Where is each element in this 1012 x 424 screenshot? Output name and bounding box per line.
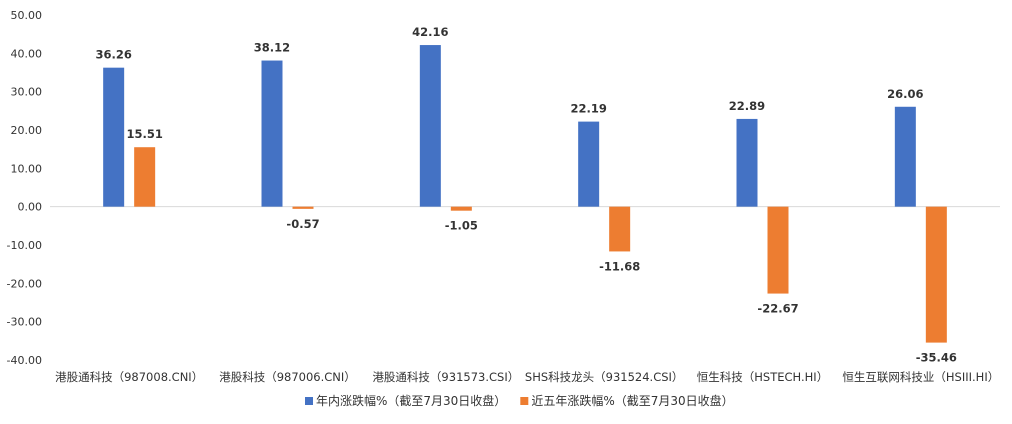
legend-swatch-s2 (520, 397, 529, 405)
bar-s2-c3 (450, 206, 472, 211)
y-tick-label: 50.00 (11, 9, 43, 22)
data-label-s1-c4: 22.19 (570, 102, 606, 116)
data-label-s2-c2: -0.57 (286, 217, 319, 231)
bar-s2-c4 (609, 206, 631, 252)
category-label: 恒生互联网科技业（HSIII.HI） (842, 370, 999, 384)
data-label-s1-c5: 22.89 (729, 99, 765, 113)
bar-s1-c2 (261, 60, 283, 207)
data-label-s2-c1: 15.51 (126, 127, 162, 141)
data-label-s2-c5: -22.67 (757, 302, 798, 316)
data-label-s2-c4: -11.68 (599, 259, 640, 273)
y-tick-label: -10.00 (7, 239, 42, 252)
category-label: 港股通科技（987008.CNI） (55, 370, 203, 384)
category-label: SHS科技龙头（931524.CSI） (525, 370, 684, 384)
y-tick-label: 30.00 (11, 86, 43, 99)
bar-s1-c4 (578, 121, 600, 207)
y-tick-label: -30.00 (7, 316, 42, 329)
bar-s1-c3 (419, 45, 441, 207)
data-label-s2-c6: -35.46 (916, 351, 957, 365)
legend-swatch-s1 (305, 397, 313, 405)
bar-s2-c6 (925, 206, 947, 343)
y-tick-label: 10.00 (11, 162, 43, 175)
bar-s1-c5 (736, 118, 758, 207)
data-label-s1-c6: 26.06 (887, 87, 923, 101)
data-label-s1-c3: 42.16 (412, 25, 448, 39)
legend-label-s1: 年内涨跌幅%（截至7月30日收盘） (316, 393, 506, 408)
y-tick-label: -40.00 (7, 354, 42, 367)
bar-s2-c2 (292, 206, 314, 209)
bar-s2-c5 (767, 206, 789, 294)
category-label: 恒生科技（HSTECH.HI） (697, 370, 828, 384)
data-label-s1-c2: 38.12 (254, 41, 290, 55)
y-tick-label: 20.00 (11, 124, 43, 137)
y-tick-label: 40.00 (11, 47, 43, 60)
bar-s1-c6 (894, 106, 916, 207)
y-tick-label: -20.00 (7, 277, 42, 290)
y-tick-label: 0.00 (18, 201, 43, 214)
legend-label-s2: 近五年涨跌幅%（截至7月30日收盘） (531, 393, 733, 408)
category-label: 港股科技（987006.CNI） (219, 370, 356, 384)
data-label-s1-c1: 36.26 (95, 48, 131, 62)
bar-s1-c1 (103, 67, 125, 207)
bar-s2-c1 (134, 147, 156, 207)
category-label: 港股通科技（931573.CSI） (372, 370, 519, 384)
data-label-s2-c3: -1.05 (445, 219, 478, 233)
